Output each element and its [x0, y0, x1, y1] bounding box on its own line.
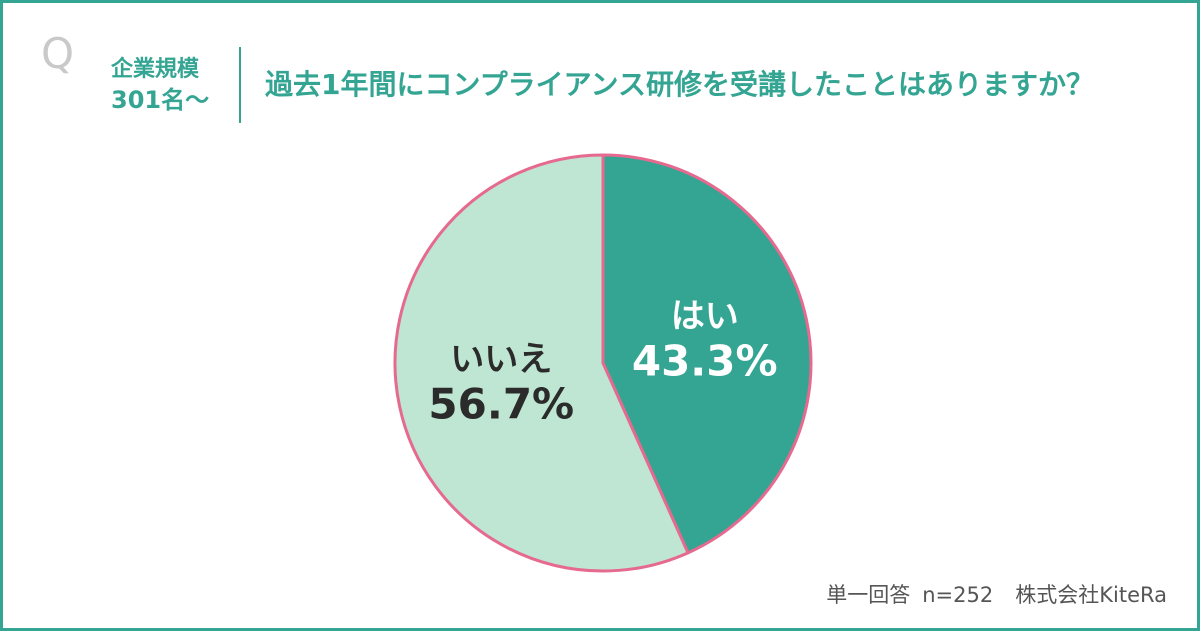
question-mark-q: Q	[41, 29, 75, 78]
source-credit: 株式会社KiteRa	[1015, 583, 1167, 607]
slice-label-yes: はい	[671, 296, 739, 336]
footer-note: 単一回答 n=252 株式会社KiteRa	[826, 581, 1167, 609]
pie-slice-yes	[601, 153, 813, 555]
pie-slice-no	[393, 153, 690, 573]
question-title: 過去1年間にコンプライアンス研修を受講したことはありますか？	[265, 68, 1094, 101]
company-size-line2: 301名〜	[111, 86, 210, 114]
sample-size: n=252	[922, 583, 994, 607]
slice-label-no: いいえ	[450, 340, 552, 380]
company-size-label: 企業規模 301名〜	[111, 55, 209, 115]
header-divider	[239, 47, 241, 123]
company-size-line1: 企業規模	[111, 57, 200, 82]
answer-type: 単一回答	[826, 583, 911, 607]
slice-value-no: 56.7%	[428, 380, 574, 429]
slice-value-yes: 43.3%	[632, 336, 778, 385]
